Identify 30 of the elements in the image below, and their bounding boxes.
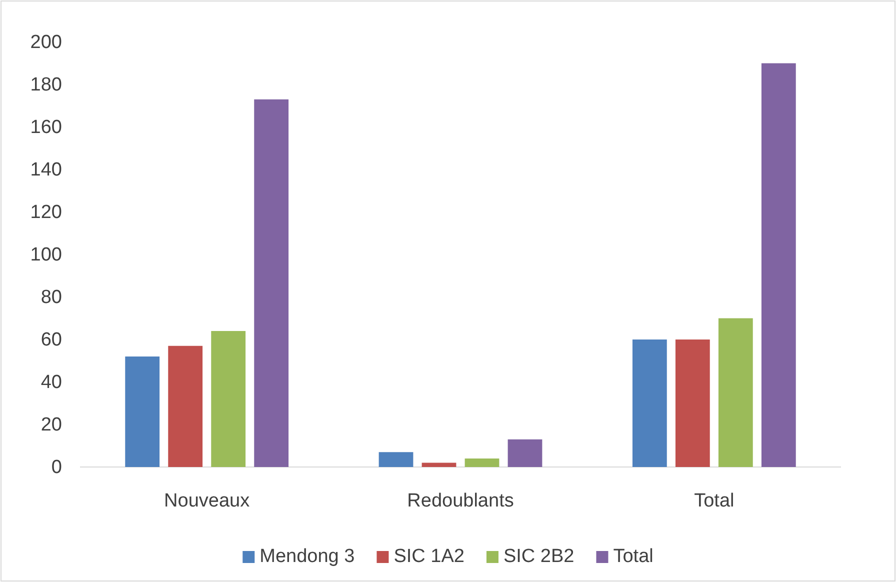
bar bbox=[378, 452, 414, 467]
x-tick-label: Total bbox=[694, 490, 734, 512]
legend-label: Mendong 3 bbox=[260, 546, 355, 567]
bar bbox=[168, 346, 203, 467]
bar bbox=[632, 340, 667, 467]
y-tick-label: 180 bbox=[30, 74, 62, 96]
y-tick-label: 0 bbox=[51, 457, 62, 478]
bar bbox=[422, 462, 456, 467]
y-tick-label: 120 bbox=[30, 202, 62, 224]
y-tick-label: 40 bbox=[40, 372, 62, 394]
legend-label: SIC 1A2 bbox=[394, 546, 464, 567]
legend-label: SIC 2B2 bbox=[503, 546, 574, 567]
y-tick-label: 80 bbox=[40, 287, 62, 308]
y-tick-label: 140 bbox=[30, 160, 62, 181]
bar bbox=[675, 340, 710, 467]
bar bbox=[464, 458, 500, 467]
x-tick-label: Redoublants bbox=[407, 490, 514, 512]
y-tick-label: 20 bbox=[40, 414, 62, 436]
bar bbox=[718, 318, 753, 467]
y-tick-label: 160 bbox=[30, 117, 62, 138]
legend-label: Total bbox=[613, 546, 654, 567]
x-tick-label: Nouveaux bbox=[164, 490, 250, 512]
y-tick-label: 100 bbox=[30, 244, 62, 266]
y-tick-label: 60 bbox=[40, 330, 62, 351]
bar bbox=[254, 99, 289, 467]
bar bbox=[508, 439, 542, 467]
bar bbox=[211, 331, 246, 467]
bar bbox=[761, 63, 796, 467]
y-tick-label: 200 bbox=[30, 32, 62, 54]
bar bbox=[125, 356, 160, 467]
